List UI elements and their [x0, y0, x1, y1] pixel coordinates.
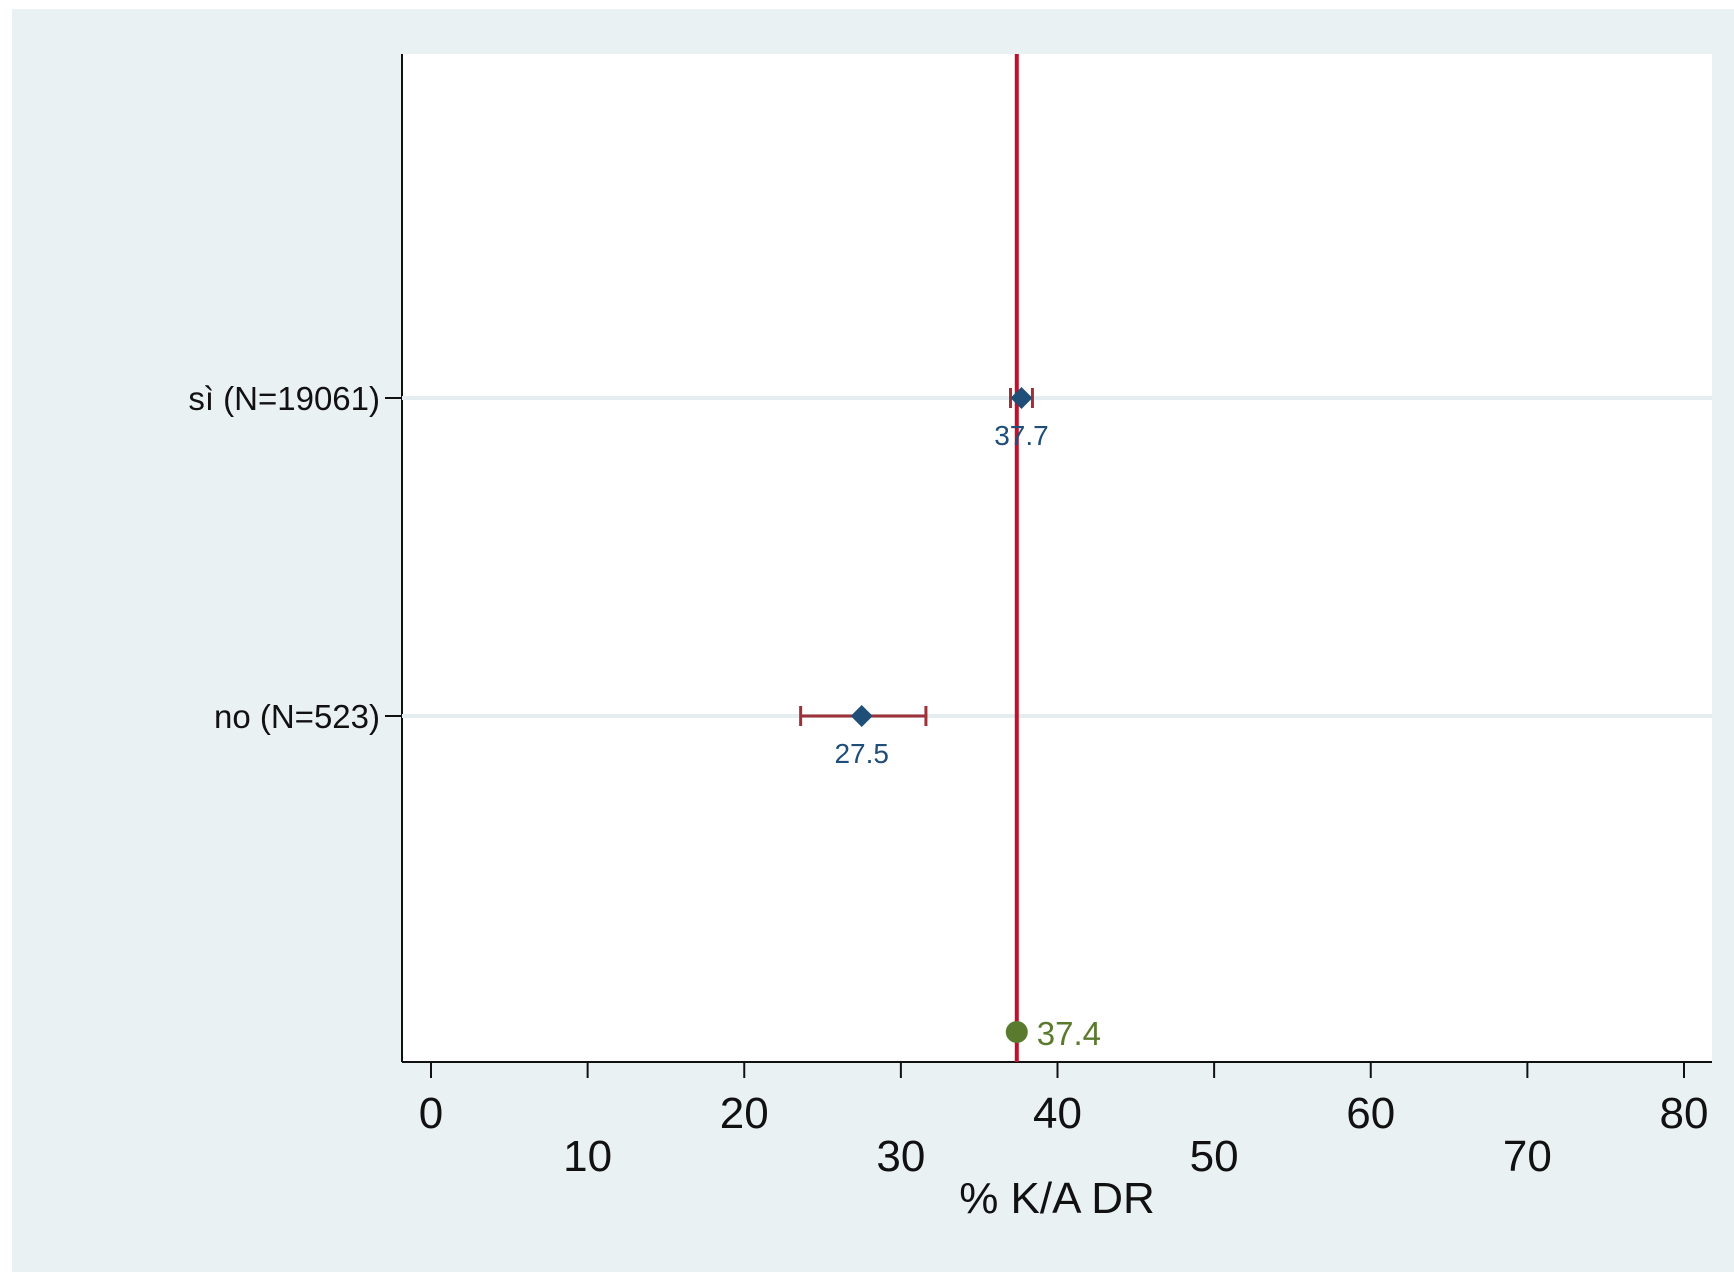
x-tick-label: 0 — [419, 1089, 443, 1138]
data-label: 37.7 — [994, 420, 1049, 451]
x-tick-label: 50 — [1190, 1132, 1239, 1181]
estimate-marker — [1010, 387, 1033, 409]
x-tick-label: 20 — [720, 1089, 769, 1138]
x-tick-label: 30 — [876, 1132, 925, 1181]
x-tick-label: 10 — [563, 1132, 612, 1181]
x-axis-title: % K/A DR — [959, 1174, 1155, 1223]
x-tick-label: 60 — [1346, 1089, 1395, 1138]
category-label: sì (N=19061) — [188, 380, 380, 417]
plot-area — [402, 54, 1712, 1062]
estimate-marker — [850, 705, 873, 727]
data-label: 27.5 — [834, 738, 889, 769]
x-tick-label: 40 — [1033, 1089, 1082, 1138]
top-edge-strip — [0, 0, 1734, 9]
left-edge-strip — [0, 0, 12, 1272]
category-label: no (N=523) — [214, 698, 380, 735]
x-tick-label: 80 — [1660, 1089, 1709, 1138]
reference-marker — [1005, 1021, 1028, 1043]
reference-label: 37.4 — [1037, 1015, 1101, 1052]
x-tick-label: 70 — [1503, 1132, 1552, 1181]
